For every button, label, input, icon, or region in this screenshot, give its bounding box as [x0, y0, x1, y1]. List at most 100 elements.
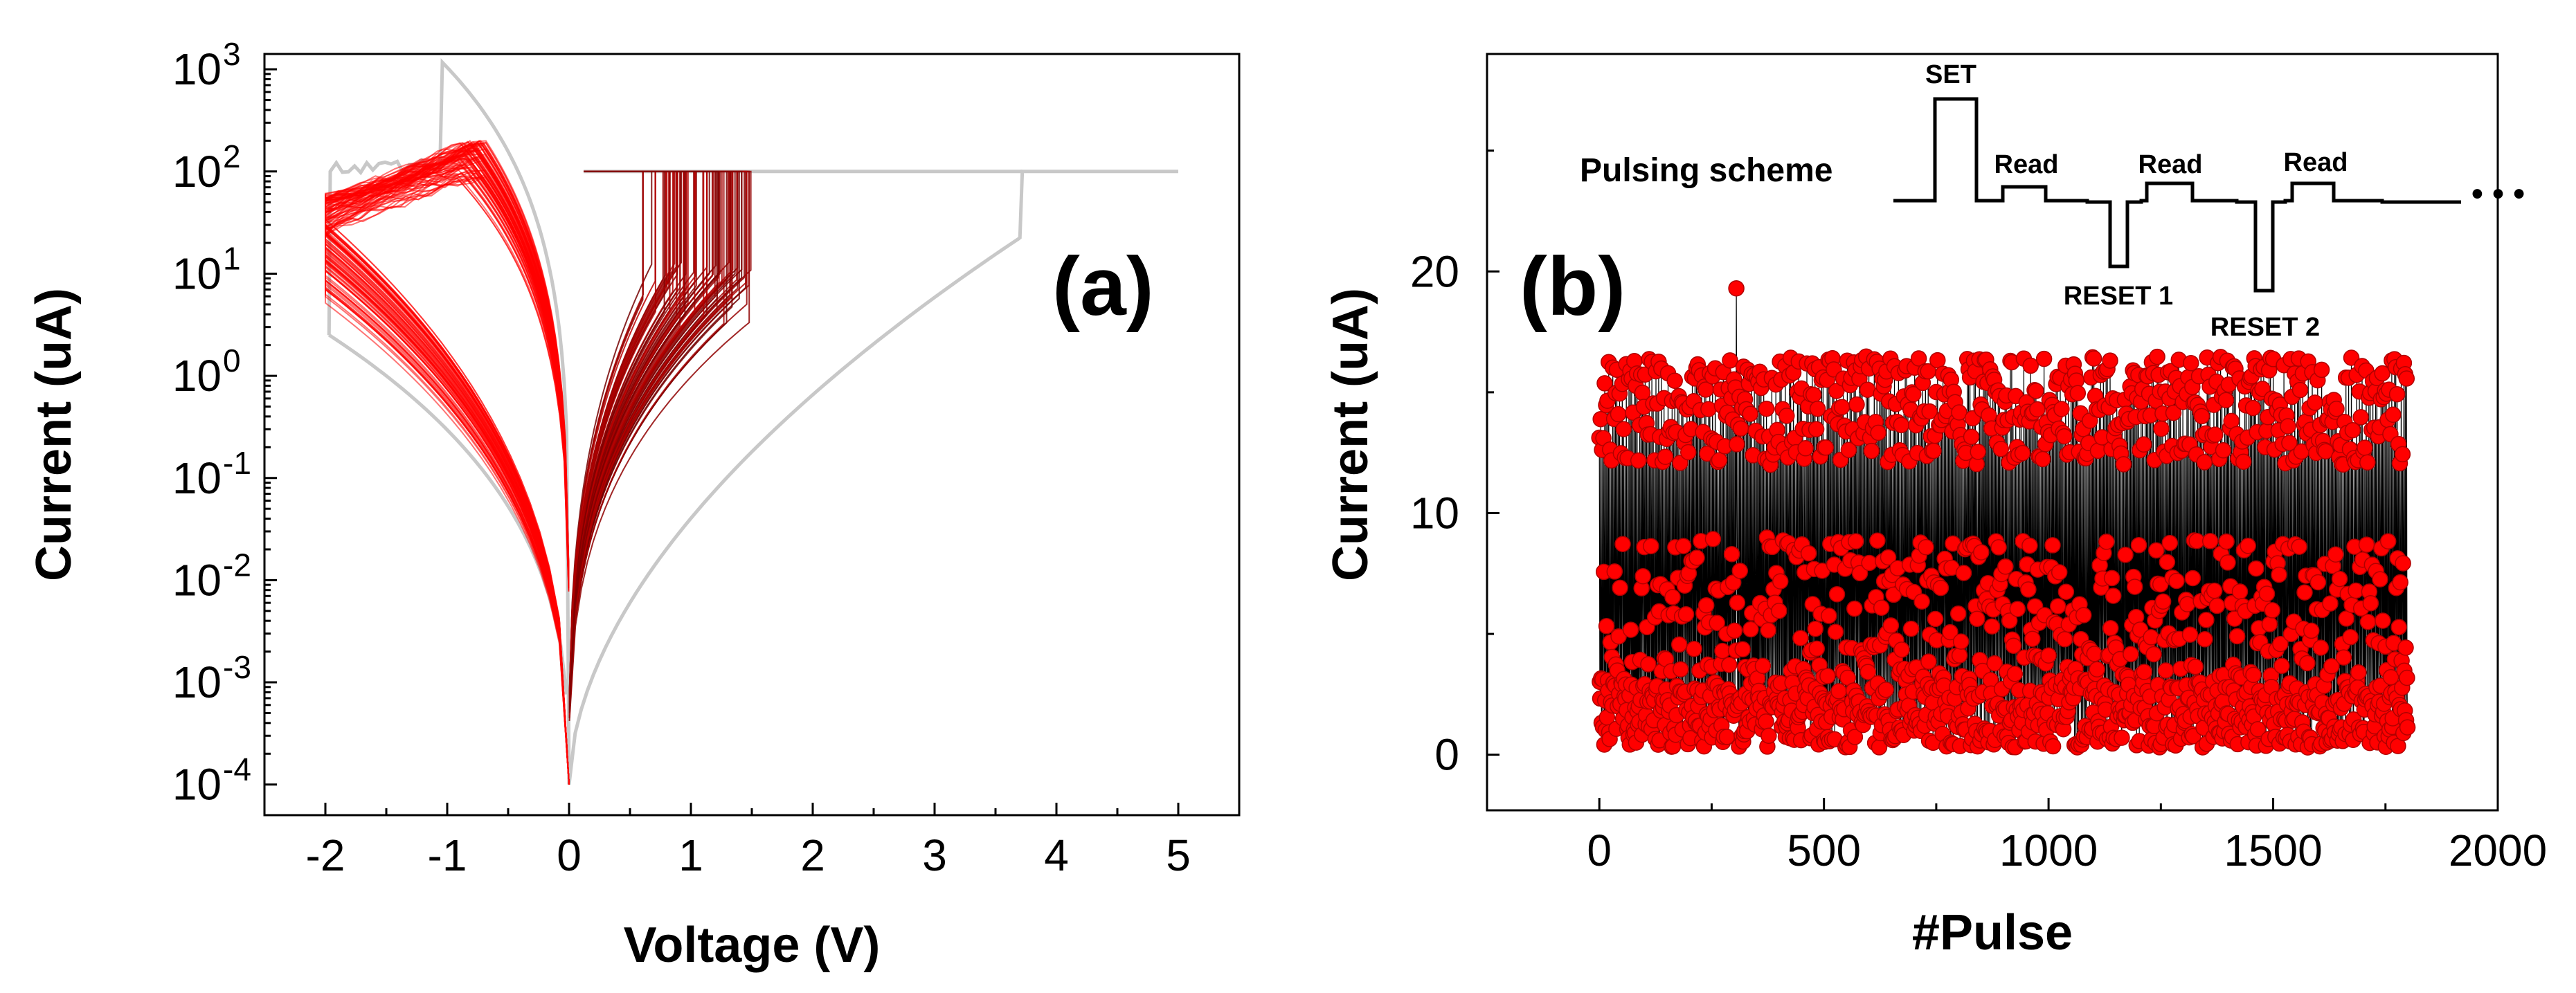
pulse-point — [1808, 421, 1825, 437]
pulse-point — [2273, 657, 2290, 675]
pulse-point — [2296, 584, 2313, 601]
set-cycle-curve — [568, 170, 750, 721]
inset-label-reset-2: RESET 2 — [2210, 313, 2320, 342]
inset-label-read-1: Read — [1994, 150, 2059, 179]
pulse-point — [2235, 453, 2252, 471]
pulse-point — [1714, 642, 1731, 659]
pulse-point — [1873, 599, 1890, 616]
pulse-point — [2053, 401, 2070, 417]
pulse-point — [2374, 365, 2390, 382]
pulse-point — [2022, 357, 2039, 374]
pulse-point — [1921, 403, 1938, 420]
reset-cycle-curve — [325, 142, 570, 785]
pulse-point — [2397, 639, 2414, 656]
pulse-point — [1990, 539, 2007, 556]
pulse-point — [1614, 536, 1631, 552]
pulse-point — [2152, 576, 2169, 593]
reset-cycle-curve — [325, 174, 570, 785]
x-tick-label: -1 — [428, 830, 467, 880]
pulse-point — [1606, 563, 1623, 580]
reset-cycle-curve — [325, 140, 570, 785]
pulse-point — [1863, 442, 1880, 459]
pulse-point — [2362, 595, 2379, 612]
pulse-point — [2231, 583, 2249, 600]
pulse-point — [2344, 421, 2361, 439]
reset-cycle-curve — [325, 155, 570, 785]
pulse-point — [2390, 619, 2407, 636]
y-tick-label: 10 — [172, 555, 222, 605]
pulse-point — [1677, 606, 1695, 623]
pulse-point — [1792, 630, 1809, 646]
pulse-point — [1807, 620, 1824, 637]
pulse-point — [2179, 596, 2196, 612]
inset-label-set: SET — [1925, 60, 1976, 89]
pulse-point — [1970, 444, 1986, 460]
pulse-point — [2323, 657, 2340, 675]
pulse-point — [2342, 629, 2359, 646]
pulse-point — [2006, 666, 2024, 682]
pulse-point — [1598, 618, 1615, 635]
pulse-point — [1828, 383, 1845, 399]
pulse-point — [1754, 657, 1772, 674]
pulse-point — [2056, 428, 2073, 445]
pulse-point — [2102, 619, 2119, 637]
y-axis-b: 0 10 20 — [1410, 149, 1499, 780]
reset-cycle-curve — [325, 179, 570, 785]
x-tick-label: 4 — [1044, 830, 1069, 880]
pulse-point — [1846, 729, 1864, 745]
set-cycle-curve — [568, 170, 740, 717]
pulse-point — [1828, 585, 1846, 603]
pulse-point — [1942, 623, 1958, 641]
pulse-point — [1969, 610, 1985, 628]
pulse-point — [1827, 623, 1844, 640]
pulse-point — [1679, 444, 1697, 461]
pulse-point — [2244, 399, 2262, 417]
x-tick-label: 1 — [678, 830, 703, 880]
y-tick-label: 10 — [172, 44, 222, 94]
pulse-point — [2309, 574, 2327, 591]
set-cycle-curve — [568, 170, 723, 712]
pulse-point — [2148, 542, 2165, 559]
pulse-point — [2005, 637, 2022, 654]
pulse-point — [2123, 646, 2139, 663]
pulse-point — [1859, 381, 1876, 398]
pulse-point — [2044, 537, 2061, 554]
reset-cycle-curve — [325, 141, 570, 785]
y-tick-exponent: 2 — [223, 138, 241, 174]
pulse-point — [2228, 628, 2246, 645]
pulse-point — [2103, 570, 2120, 587]
inset-label-read-3: Read — [2284, 148, 2348, 177]
pulse-point — [2261, 616, 2278, 632]
pulse-point — [2379, 533, 2397, 549]
pulse-point — [2130, 537, 2147, 554]
x-tick-label: -2 — [306, 830, 345, 880]
pulse-point — [1760, 727, 1777, 744]
set-cycle-curve — [568, 170, 748, 716]
pulse-point — [1929, 352, 1946, 369]
y-tick-exponent: 3 — [223, 36, 241, 72]
pulse-point — [2281, 435, 2298, 451]
pulse-point — [1848, 396, 1865, 413]
set-cycle-curve — [568, 170, 656, 702]
plot-frame-b — [1486, 53, 2499, 812]
pulse-point — [1778, 408, 1795, 424]
pulse-point — [1910, 350, 1927, 367]
y-tick-exponent: -1 — [223, 445, 251, 481]
pulse-point — [1846, 600, 1863, 617]
pulse-point — [2357, 439, 2373, 456]
reset-cycle-curve — [325, 163, 570, 785]
y-tick-exponent: -4 — [223, 751, 251, 787]
pulse-point — [1963, 428, 1980, 446]
pulse-point — [2248, 560, 2264, 577]
pulse-point — [2217, 392, 2235, 409]
pulse-point — [2245, 666, 2262, 684]
pulse-point — [1622, 621, 1639, 638]
pulse-point — [2291, 381, 2309, 399]
pulse-point — [2240, 537, 2256, 554]
x-axis-title-b: #Pulse — [1912, 905, 2073, 960]
pulse-point — [1729, 594, 1746, 611]
pulse-point — [1723, 545, 1740, 563]
pulse-point — [2193, 408, 2210, 425]
pulse-point — [1742, 621, 1759, 638]
